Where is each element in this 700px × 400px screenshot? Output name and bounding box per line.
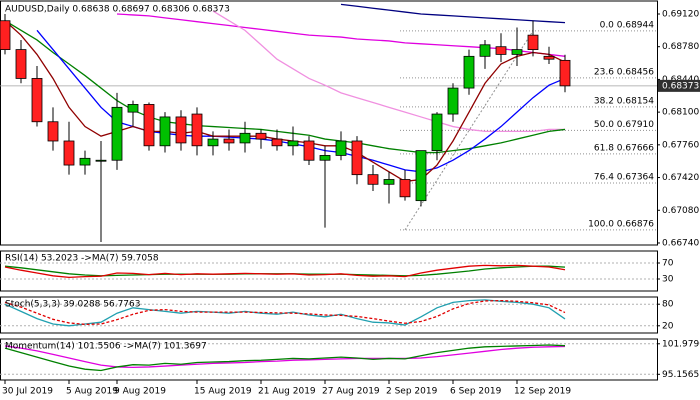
candle-body [415,150,427,202]
candle-body [0,20,11,50]
candle-body [79,157,91,166]
fib-label: 23.6 0.68456 [594,67,654,77]
fib-label: 100.0 0.66876 [588,219,654,229]
candle-body [63,140,75,166]
candle-body [495,46,507,55]
candle-body [239,132,251,144]
candle-body [367,174,379,185]
fib-label: 38.2 0.68154 [594,96,654,106]
y-tick-label: 0.67760 [662,140,699,150]
y-tick-label: 80 [662,300,674,310]
indicator-line [340,3,566,24]
indicator-line [4,345,566,369]
candle-body [431,113,443,152]
y-tick-label: 0.67080 [662,206,699,216]
x-tick-label: 15 Aug 2019 [194,387,252,397]
candle-body [271,138,283,147]
candle-body [319,155,331,161]
candle-body [255,132,267,140]
y-tick-label: 0.66740 [662,238,699,248]
fib-label: 61.8 0.67666 [594,143,654,153]
y-tick-label: 20 [662,321,674,331]
fib-label: 76.4 0.67364 [594,172,654,182]
y-tick-label: 95.1565 [662,370,699,380]
indicator-line [36,29,566,173]
y-tick-label: 0.68780 [662,42,699,52]
indicator-line [4,344,566,372]
y-tick-label: 0.69120 [662,9,699,19]
x-tick-label: 6 Sep 2019 [450,387,502,397]
y-tick-label: 30 [662,275,674,285]
x-tick-label: 12 Sep 2019 [514,387,571,397]
candle-body [543,55,555,60]
fib-trend [404,30,534,231]
candle-body [399,179,411,198]
panel-frame [0,0,658,246]
candle-body [559,59,571,87]
candle-body [127,104,139,113]
price-tag-label: 0.68373 [662,81,699,91]
y-tick-label: 0.68100 [662,108,699,118]
candle-body [15,49,27,79]
indicator-title: Momentum(14) 101.5506 ->MA(7) 101.3697 [5,342,207,352]
candle-body [175,116,187,144]
candle-body [335,140,347,156]
candle-body [527,34,539,50]
price-tag [658,79,700,92]
indicator-title: Stoch(5,3,3) 39.0288 56.7763 [5,300,140,310]
fib-label: 0.0 0.68944 [600,20,655,30]
candle-body [223,138,235,144]
indicator-title: RSI(14) 53.2023 ->MA(7) 59.7058 [5,254,159,264]
candle-body [159,116,171,147]
candle-body [191,113,203,147]
y-tick-label: 0.67420 [662,173,699,183]
x-tick-label: 5 Aug 2019 [66,387,118,397]
panel-frame [0,338,658,381]
candle-body [47,121,59,142]
panel-frame [0,296,658,334]
candle-body [111,106,123,161]
candle-body [447,87,459,115]
fib-label: 50.0 0.67910 [594,120,654,130]
x-tick-label: 30 Jul 2019 [2,387,53,397]
x-tick-label: 9 Aug 2019 [114,387,166,397]
panel-frame [0,250,658,292]
indicator-line [4,20,566,183]
x-tick-label: 27 Aug 2019 [322,387,380,397]
indicator-line [4,264,566,279]
candle-body [383,179,395,185]
y-tick-label: 101.9796 [662,339,700,349]
x-tick-label: 21 Aug 2019 [258,387,316,397]
y-tick-label: 70 [662,259,674,269]
candle-body [207,138,219,147]
candle-body [351,140,363,176]
candle-body [31,78,43,123]
candle-body [143,104,155,147]
candle-body [95,159,107,162]
indicator-line [4,299,566,326]
candle-body [479,44,491,57]
candle-body [511,49,523,55]
candle-body [287,140,299,147]
candle-body [303,140,315,161]
indicator-line [212,10,565,133]
chart-title: AUDUSD,Daily 0.68638 0.68697 0.68306 0.6… [5,5,230,15]
x-tick-label: 2 Sep 2019 [386,387,438,397]
candle-body [463,55,475,89]
